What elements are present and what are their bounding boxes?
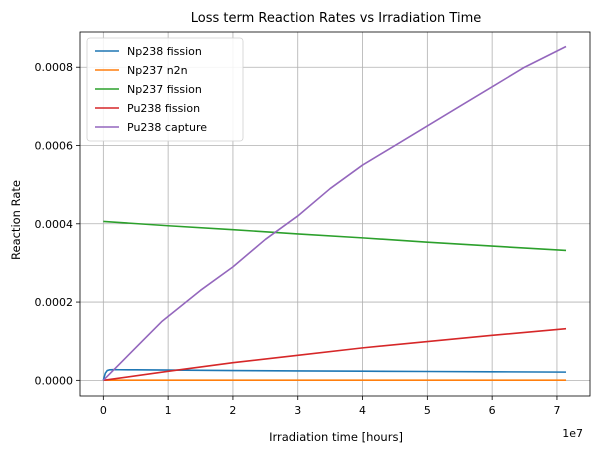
legend-entry: Np237 fission (127, 83, 202, 96)
y-axis-label: Reaction Rate (9, 180, 23, 260)
axes-border (79, 31, 591, 397)
series-layer (102, 45, 567, 382)
legend-box (86, 37, 244, 142)
legend-entry: Pu238 capture (127, 121, 207, 134)
legend-entry: Pu238 fission (127, 102, 200, 115)
y-tick-label: 0.0000 (35, 374, 74, 387)
x-tick-label: 2 (229, 404, 236, 417)
x-tick-label: 6 (489, 404, 496, 417)
y-tick-label: 0.0006 (35, 140, 74, 153)
x-tick-label: 1 (165, 404, 172, 417)
x-tick-label: 7 (553, 404, 560, 417)
x-tick-label: 4 (359, 404, 366, 417)
axes-frame (79, 31, 591, 397)
series-line-3 (103, 327, 567, 382)
y-tick-label: 0.0002 (35, 296, 74, 309)
x-axis-label: Irradiation time [hours] (269, 430, 403, 444)
legend-entry: Np238 fission (127, 45, 202, 58)
legend-entry: Np237 n2n (127, 64, 188, 77)
series-line-2 (103, 220, 567, 252)
series-line-4 (102, 45, 567, 381)
x-tick-label: 5 (424, 404, 431, 417)
legend: Np238 fission Np237 n2n Np237 fission Pu238… (86, 37, 244, 142)
y-tick-label: 0.0004 (35, 218, 74, 231)
x-tick-label: 3 (294, 404, 301, 417)
ticks: 0 1 2 3 4 5 6 7 0.0000 0.0002 0.0004 0.0006 0.0008 (35, 61, 561, 417)
chart-title: Loss term Reaction Rates vs Irradiation … (191, 11, 482, 26)
x-axis-multiplier: 1e7 (562, 427, 583, 440)
x-tick-label: 0 (100, 404, 107, 417)
series-line-0 (102, 368, 567, 381)
y-tick-label: 0.0008 (35, 61, 74, 74)
